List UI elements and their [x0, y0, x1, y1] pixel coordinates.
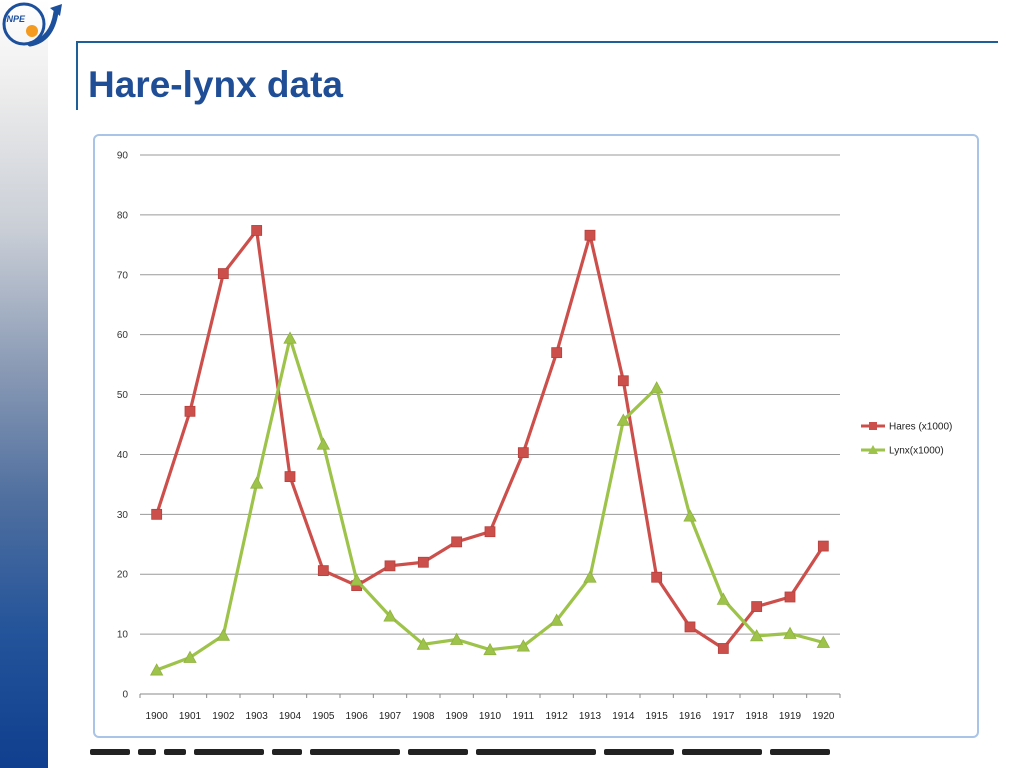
data-point-hares	[384, 560, 396, 572]
data-point-hares	[284, 471, 296, 483]
y-tick-label: 50	[117, 390, 129, 401]
data-point-hares	[184, 405, 196, 417]
x-tick-label: 1918	[746, 711, 769, 722]
line-chart: 0 10 20 30 40 50 60 70 80 90 1900 1901 1902 1903 1904 1…	[117, 151, 952, 723]
page-title: Hare-lynx data	[88, 64, 343, 105]
data-point-hares	[617, 375, 629, 387]
y-tick-label: 20	[117, 570, 129, 581]
data-point-hares	[717, 643, 729, 654]
logo-dot-icon	[26, 25, 38, 37]
x-tick-label: 1901	[179, 711, 202, 722]
y-tick-label: 60	[117, 330, 129, 341]
y-tick-label: 90	[117, 151, 129, 162]
x-tick-label: 1902	[212, 711, 235, 722]
series-line-lynx	[156, 336, 824, 672]
data-point-hares	[151, 508, 163, 520]
title-rule-vertical	[76, 42, 78, 110]
data-point-hares	[451, 536, 463, 548]
data-point-hares	[651, 571, 663, 583]
y-tick-label: 30	[117, 510, 129, 521]
x-tick-label: 1919	[779, 711, 802, 722]
legend-marker-triangle-icon	[868, 445, 878, 454]
data-point-lynx	[183, 650, 197, 663]
x-tick-label: 1911	[513, 711, 535, 722]
inpe-logo: INPE	[0, 0, 70, 52]
x-tick-label: 1907	[379, 711, 402, 722]
data-point-lynx	[316, 437, 331, 450]
data-point-hares	[551, 347, 563, 359]
x-tick-label: 1914	[612, 711, 635, 722]
x-tick-label: 1912	[546, 711, 569, 722]
data-point-hares	[751, 601, 763, 612]
data-point-hares	[317, 565, 329, 577]
x-tick-label: 1904	[279, 711, 302, 722]
data-point-lynx	[549, 613, 564, 626]
data-point-lynx	[516, 639, 531, 652]
y-tick-label: 0	[122, 690, 128, 701]
data-point-lynx	[283, 331, 297, 344]
y-tick-label: 40	[117, 450, 129, 461]
x-tick-label: 1917	[712, 711, 735, 722]
legend-label: Lynx(x1000)	[889, 446, 944, 457]
x-tick-label: 1920	[812, 711, 835, 722]
x-tick-label: 1916	[679, 711, 702, 722]
figure-caption-cropped	[90, 742, 980, 756]
data-point-lynx	[716, 592, 731, 605]
legend-label: Hares (x1000)	[889, 422, 952, 433]
series-line-hares	[155, 228, 825, 651]
data-point-hares	[817, 540, 829, 552]
data-point-lynx	[216, 628, 231, 641]
logo-text: INPE	[4, 14, 26, 24]
x-tick-label: 1910	[479, 711, 502, 722]
data-point-lynx	[783, 626, 797, 639]
side-gradient-bar	[0, 0, 48, 768]
data-point-hares	[784, 591, 796, 603]
x-tick-label: 1900	[146, 711, 169, 722]
data-point-lynx	[483, 642, 497, 656]
data-point-hares	[484, 526, 496, 538]
data-point-lynx	[449, 632, 464, 645]
x-tick-label: 1913	[579, 711, 602, 722]
data-point-lynx	[816, 635, 831, 648]
x-tick-label: 1908	[412, 711, 435, 722]
chart-frame: 0 10 20 30 40 50 60 70 80 90 1900 1901 1902 1903 1904 1…	[93, 134, 979, 738]
x-tick-label: 1903	[246, 711, 269, 722]
data-point-lynx	[383, 609, 397, 622]
data-point-lynx	[416, 637, 431, 650]
data-point-hares	[417, 556, 429, 568]
legend-marker-square-icon	[869, 422, 877, 430]
data-point-lynx	[249, 476, 264, 489]
data-point-hares	[217, 268, 229, 279]
y-tick-label: 10	[117, 630, 129, 641]
data-point-lynx	[583, 570, 597, 583]
data-point-lynx	[649, 381, 664, 394]
y-tick-label: 70	[117, 270, 129, 281]
x-tick-label: 1905	[312, 711, 335, 722]
y-tick-label: 80	[117, 210, 129, 221]
data-point-lynx	[749, 629, 764, 642]
data-point-lynx	[149, 663, 164, 676]
data-point-lynx	[349, 573, 364, 586]
data-point-lynx	[616, 413, 631, 426]
data-point-lynx	[683, 509, 697, 522]
x-tick-label: 1909	[446, 711, 469, 722]
x-tick-label: 1915	[646, 711, 669, 722]
x-tick-label: 1906	[346, 711, 369, 722]
data-point-hares	[684, 621, 696, 633]
data-point-hares	[517, 447, 529, 459]
data-point-hares	[584, 229, 596, 241]
title-rule-horizontal	[76, 41, 998, 43]
data-point-hares	[251, 225, 263, 236]
